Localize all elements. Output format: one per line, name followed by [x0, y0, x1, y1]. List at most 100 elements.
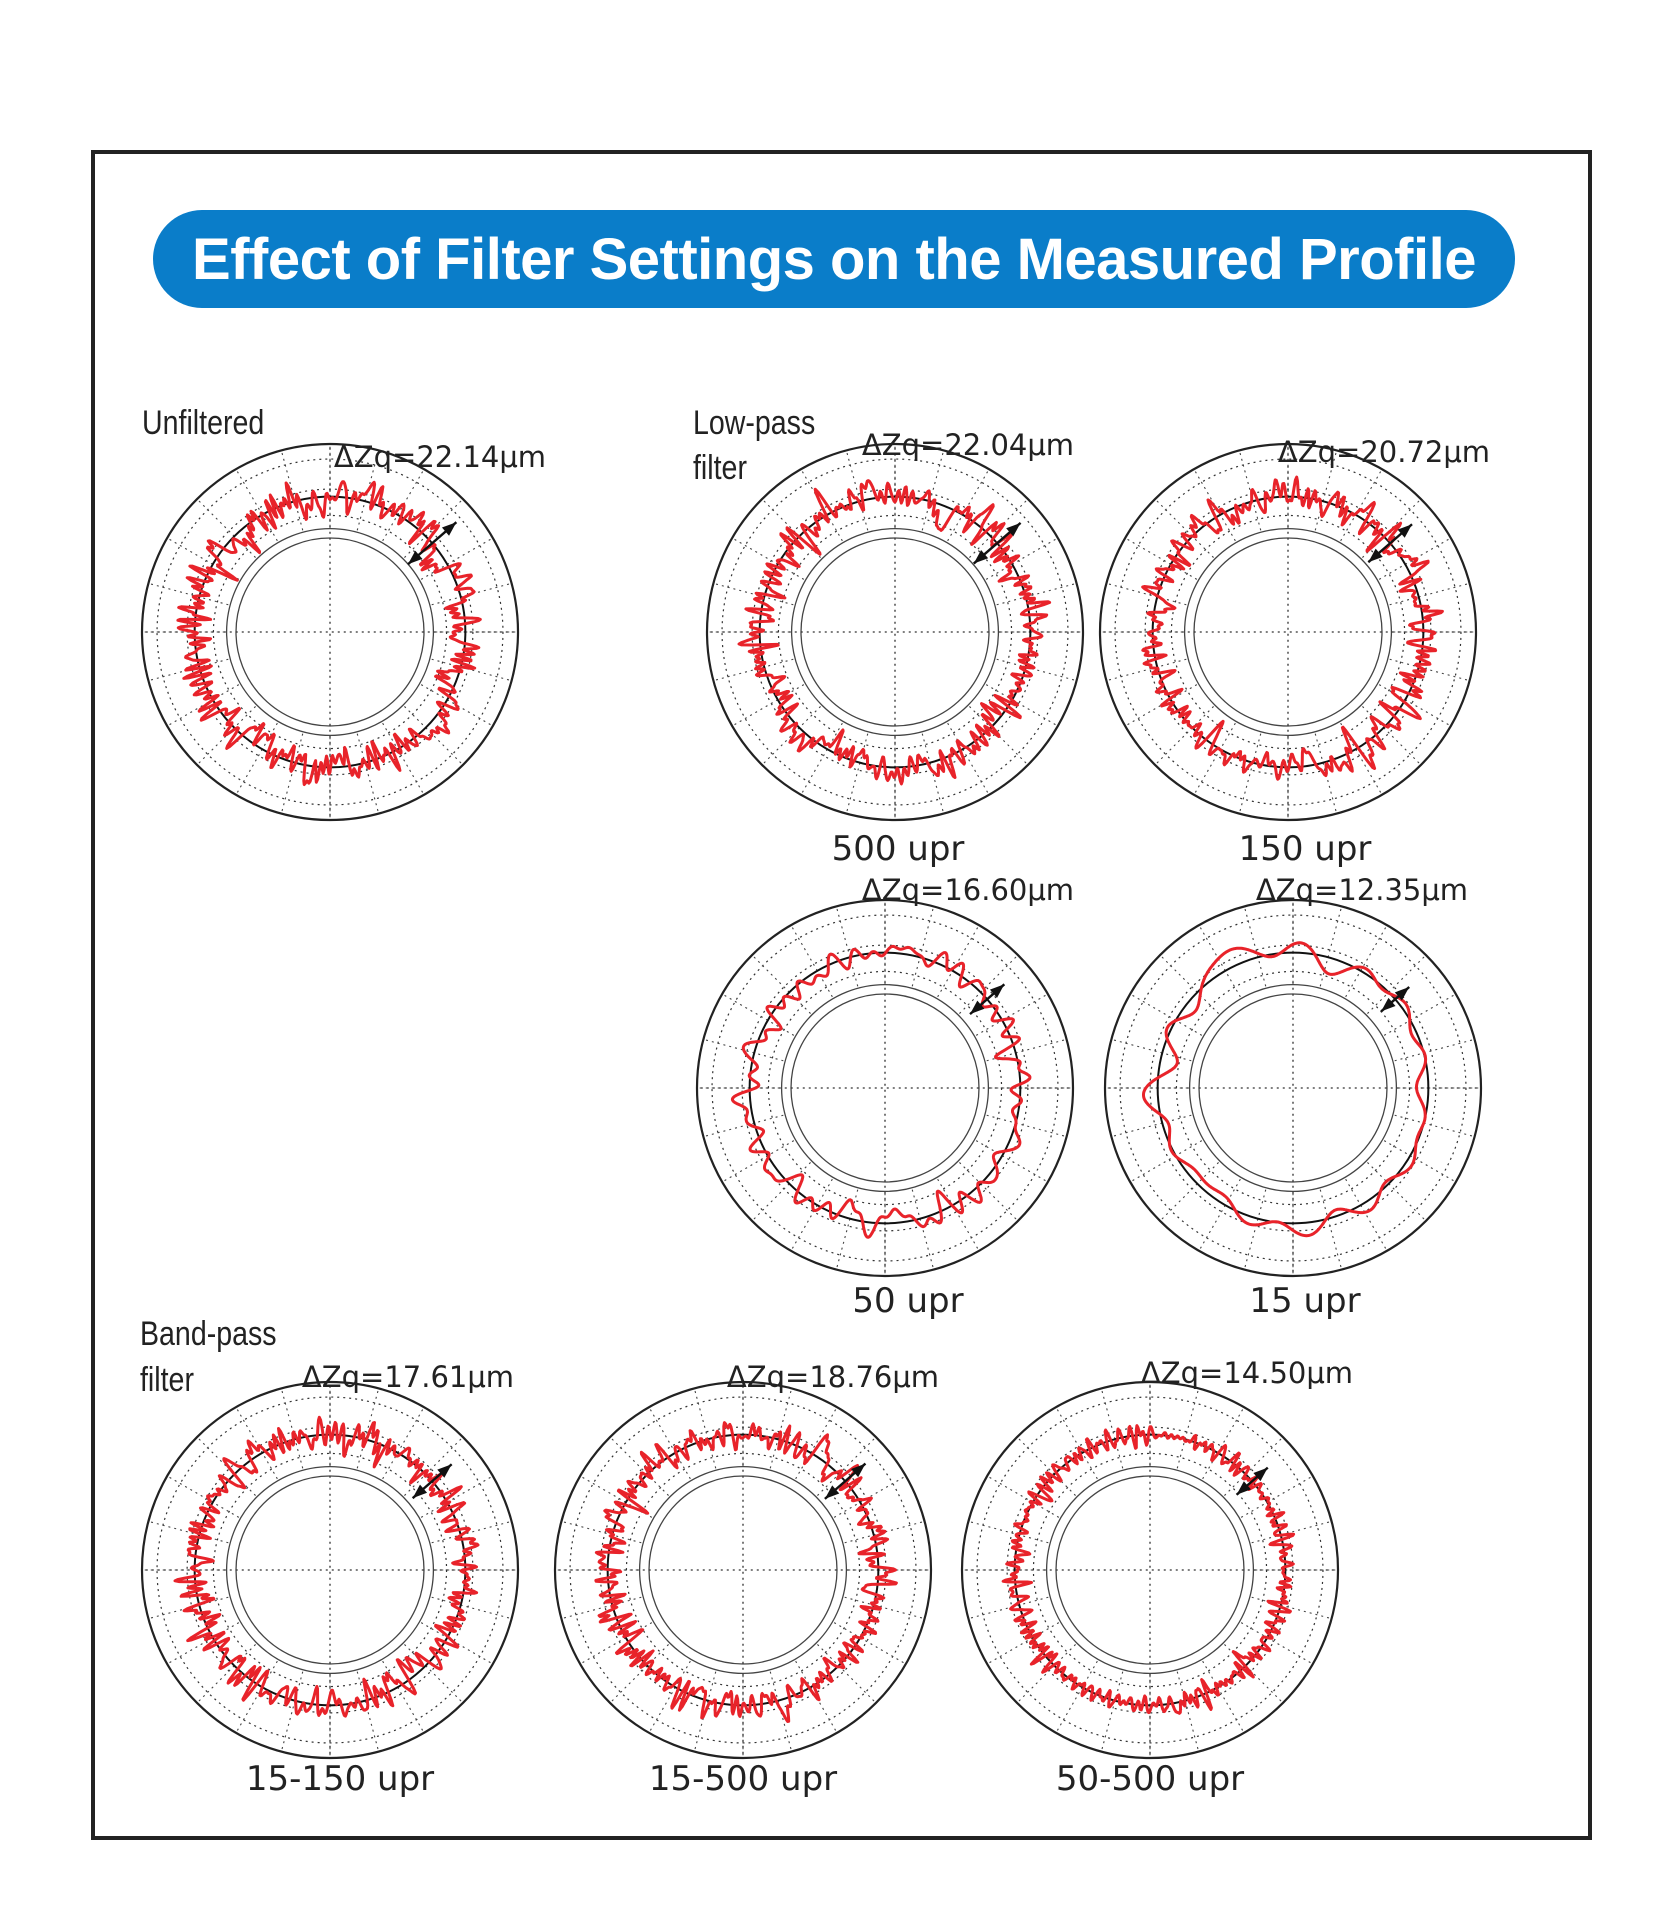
polar-grid-spoke [431, 1596, 510, 1619]
polar-inner-ring [1198, 993, 1388, 1183]
polar-grid-spoke [911, 908, 934, 987]
polar-reference-circle [1013, 1433, 1287, 1707]
polar-grid-spoke [1244, 908, 1267, 987]
polar-grid-spoke [404, 1644, 462, 1702]
polar-grid-spoke [1244, 1189, 1267, 1268]
polar-grid-spoke [1251, 1596, 1330, 1619]
polar-plot-8: ΔZq=14.50μm 50-500 upr [960, 1356, 1353, 1799]
polar-grid-spoke [150, 1521, 229, 1544]
polar-grid-spoke [1251, 1521, 1330, 1544]
polar-inner-ring [225, 1465, 435, 1675]
polar-grid-spoke [969, 500, 1027, 558]
filter-caption: 15-500 upr [649, 1759, 837, 1799]
polar-grid-spoke [198, 1438, 256, 1496]
polar-outer-ring [705, 442, 1085, 822]
polar-grid-spoke [694, 1390, 717, 1469]
polar-grid-spoke [1199, 926, 1241, 998]
polar-grid-spoke [198, 706, 256, 764]
delta-zq-label: ΔZq=20.72μm [1278, 435, 1490, 469]
polar-grid-spoke [649, 1660, 691, 1732]
polar-grid-spoke [281, 1671, 304, 1750]
delta-zq-label: ΔZq=22.14μm [334, 440, 546, 474]
polar-grid-spoke [723, 1140, 795, 1182]
polar-grid-spoke [1239, 452, 1262, 531]
profile-trace [737, 479, 1052, 786]
polar-inner-ring [790, 993, 980, 1183]
polar-grid-spoke [975, 1140, 1047, 1182]
polar-grid-spoke [833, 1476, 905, 1518]
polar-grid-ring [1119, 914, 1467, 1262]
polar-grid-spoke [836, 908, 859, 987]
polar-grid-spoke [168, 1476, 240, 1518]
polar-grid-spoke [404, 1438, 462, 1496]
polar-grid-spoke [975, 994, 1047, 1036]
profile-trace [594, 1421, 898, 1723]
zq-arrowhead [989, 984, 1005, 998]
zq-arrowhead [437, 1464, 452, 1478]
polar-grid-spoke [1131, 994, 1203, 1036]
polar-grid-spoke [1156, 500, 1214, 558]
polar-grid-spoke [404, 706, 462, 764]
polar-grid-spoke [833, 1622, 905, 1664]
polar-grid-spoke [168, 1622, 240, 1664]
section-label-bandpass-line1: Band-pass [140, 1315, 277, 1353]
polar-grid-spoke [769, 1390, 792, 1469]
polar-grid-spoke [1194, 722, 1236, 794]
polar-grid-spoke [1113, 1039, 1192, 1062]
polar-plot-7: ΔZq=18.76μm 15-500 upr [553, 1360, 939, 1799]
polar-grid-spoke [996, 658, 1075, 681]
polar-grid-spoke [791, 926, 833, 998]
polar-grid-spoke [382, 1660, 424, 1732]
polar-grid-spoke [733, 538, 805, 580]
section-label-lowpass-line1: Low-pass [693, 404, 816, 442]
profile-trace [1142, 941, 1428, 1238]
polar-grid-spoke [937, 1178, 979, 1250]
polar-grid-spoke [1240, 1476, 1312, 1518]
polar-grid-spoke [795, 1660, 837, 1732]
polar-grid-spoke [198, 1644, 256, 1702]
zq-arrowhead [970, 1000, 985, 1015]
polar-plot-3: ΔZq=20.72μm 150 upr [1098, 435, 1490, 869]
polar-grid-spoke [970, 1521, 1049, 1544]
polar-grid-spoke [705, 1114, 784, 1137]
zq-arrowhead [1381, 997, 1396, 1012]
zq-arrowhead [407, 550, 423, 565]
zq-arrowhead [1006, 522, 1021, 537]
figure-frame [91, 150, 1592, 1840]
polar-grid-spoke [1319, 1189, 1342, 1268]
polar-grid-spoke [563, 1521, 642, 1544]
polar-grid-spoke [1161, 1162, 1219, 1220]
polar-inner-ring [780, 983, 990, 1193]
polar-grid-spoke [715, 658, 794, 681]
zq-arrowhead [441, 522, 457, 536]
polar-grid-spoke [611, 1644, 669, 1702]
polar-grid-ring [569, 1396, 917, 1744]
polar-grid-spoke [1394, 1039, 1473, 1062]
polar-grid-spoke [1319, 908, 1342, 987]
zq-arrowhead [824, 1485, 840, 1499]
polar-grid-spoke [168, 684, 240, 726]
polar-grid-ring [721, 458, 1069, 806]
polar-grid-spoke [996, 583, 1075, 606]
polar-plot-2: ΔZq=22.04μm 500 upr [705, 428, 1085, 869]
polar-grid-spoke [753, 956, 811, 1014]
polar-grid-spoke [988, 1622, 1060, 1664]
polar-grid-spoke [356, 452, 379, 531]
polar-grid-spoke [959, 1162, 1017, 1220]
zq-arrowhead [1397, 524, 1413, 538]
polar-outer-ring [553, 1380, 933, 1760]
polar-grid-spoke [198, 500, 256, 558]
polar-grid-spoke [846, 452, 869, 531]
polar-grid-spoke [281, 452, 304, 531]
polar-grid-spoke [356, 733, 379, 812]
polar-grid-spoke [801, 722, 843, 794]
polar-grid-spoke [236, 1660, 278, 1732]
polar-grid-spoke [236, 722, 278, 794]
polar-grid-spoke [921, 733, 944, 812]
polar-grid-spoke [1108, 658, 1187, 681]
polar-grid-spoke [1340, 470, 1382, 542]
polar-inner-ring [1193, 537, 1383, 727]
polar-outer-ring [1098, 442, 1478, 822]
polar-inner-ring [648, 1475, 838, 1665]
